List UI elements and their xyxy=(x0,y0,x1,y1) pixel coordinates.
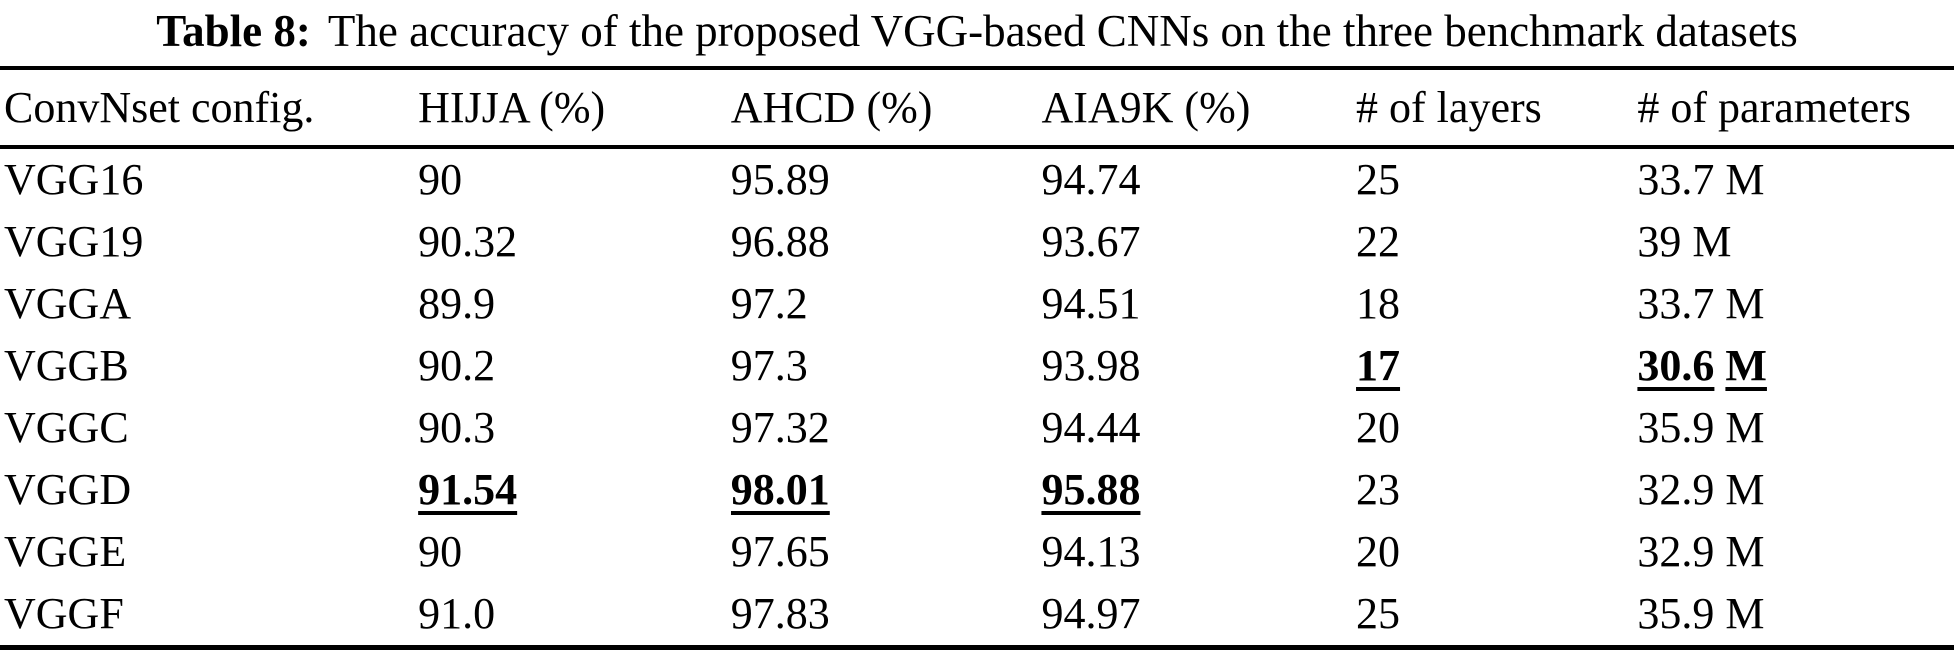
column-header-aia9k: AIA9K (%) xyxy=(1041,68,1357,149)
cell-hijja: 90 xyxy=(418,155,463,204)
table-caption-label: Table 8: xyxy=(156,6,311,56)
cell-layers: 25 xyxy=(1356,589,1401,638)
cell-layers: 25 xyxy=(1356,155,1401,204)
cell-config: VGGB xyxy=(4,341,129,390)
cell-params: 32.9 M xyxy=(1637,465,1765,514)
header-row: ConvNset config. HIJJA (%) AHCD (%) AIA9… xyxy=(0,68,1954,149)
cell-params: 35.9 M xyxy=(1637,589,1765,638)
cell-ahcd: 97.2 xyxy=(730,279,808,328)
table-row-vggf: VGGF 91.0 97.83 94.97 25 35.9 M xyxy=(0,583,1954,648)
column-header-hijja: HIJJA (%) xyxy=(418,68,731,149)
cell-params: 39 M xyxy=(1637,217,1732,266)
cell-config: VGGD xyxy=(4,465,132,514)
cell-ahcd: 97.32 xyxy=(730,403,830,452)
table-row-vgga: VGGA 89.9 97.2 94.51 18 33.7 M xyxy=(0,273,1954,335)
cell-params: 32.9 M xyxy=(1637,527,1765,576)
best-value: 17 xyxy=(1356,341,1401,390)
column-header-config: ConvNset config. xyxy=(0,68,419,149)
results-table: ConvNset config. HIJJA (%) AHCD (%) AIA9… xyxy=(0,66,1954,650)
cell-aia9k: 94.44 xyxy=(1041,403,1141,452)
cell-aia9k: 93.98 xyxy=(1041,341,1141,390)
best-value: 30.6 xyxy=(1637,341,1715,390)
cell-config: VGGC xyxy=(4,403,129,452)
cell-params: 33.7 M xyxy=(1637,155,1765,204)
cell-layers: 22 xyxy=(1356,217,1401,266)
cell-hijja: 91.54 xyxy=(418,459,731,521)
cell-aia9k: 93.67 xyxy=(1041,217,1141,266)
table-row-vggb: VGGB 90.2 97.3 93.98 17 30.6 M xyxy=(0,335,1954,397)
table-caption: Table 8: The accuracy of the proposed VGG… xyxy=(0,0,1954,66)
table-row-vgge: VGGE 90 97.65 94.13 20 32.9 M xyxy=(0,521,1954,583)
cell-aia9k: 94.97 xyxy=(1041,589,1141,638)
table-row-vgg19: VGG19 90.32 96.88 93.67 22 39 M xyxy=(0,211,1954,273)
column-header-params: # of parameters xyxy=(1637,68,1954,149)
cell-hijja: 90 xyxy=(418,527,463,576)
cell-config: VGGE xyxy=(4,527,127,576)
table-caption-text: The accuracy of the proposed VGG-based C… xyxy=(327,6,1798,56)
cell-layers: 20 xyxy=(1356,403,1401,452)
best-value: M xyxy=(1725,341,1767,390)
cell-aia9k: 95.88 xyxy=(1041,459,1356,521)
cell-hijja: 90.2 xyxy=(418,341,496,390)
cell-ahcd: 97.3 xyxy=(730,341,808,390)
cell-config: VGGA xyxy=(4,279,132,328)
cell-ahcd: 97.65 xyxy=(730,527,830,576)
cell-ahcd: 96.88 xyxy=(730,217,830,266)
cell-hijja: 90.32 xyxy=(418,217,518,266)
cell-aia9k: 94.13 xyxy=(1041,527,1141,576)
cell-aia9k: 94.74 xyxy=(1041,155,1141,204)
table-row-vggc: VGGC 90.3 97.32 94.44 20 35.9 M xyxy=(0,397,1954,459)
column-header-layers: # of layers xyxy=(1356,68,1638,149)
cell-ahcd: 97.83 xyxy=(730,589,830,638)
cell-layers: 17 xyxy=(1356,335,1637,397)
best-value: 95.88 xyxy=(1041,465,1141,514)
column-header-ahcd: AHCD (%) xyxy=(730,68,1042,149)
cell-config: VGG16 xyxy=(4,155,144,204)
best-value: 91.54 xyxy=(418,465,518,514)
cell-hijja: 91.0 xyxy=(418,589,496,638)
cell-config: VGGF xyxy=(4,589,124,638)
cell-hijja: 89.9 xyxy=(418,279,496,328)
cell-params: 35.9 M xyxy=(1637,403,1765,452)
cell-hijja: 90.3 xyxy=(418,403,496,452)
cell-aia9k: 94.51 xyxy=(1041,279,1141,328)
cell-ahcd: 95.89 xyxy=(730,155,830,204)
cell-layers: 18 xyxy=(1356,279,1401,328)
table-row-vggd: VGGD 91.54 98.01 95.88 23 32.9 M xyxy=(0,459,1954,521)
cell-ahcd: 98.01 xyxy=(731,459,1042,521)
best-value: 98.01 xyxy=(730,465,830,514)
cell-params: 33.7 M xyxy=(1637,279,1765,328)
cell-layers: 23 xyxy=(1356,465,1401,514)
cell-params: 30.6 M xyxy=(1637,335,1954,397)
cell-config: VGG19 xyxy=(4,217,144,266)
table-row-vgg16: VGG16 90 95.89 94.74 25 33.7 M xyxy=(0,147,1954,211)
cell-layers: 20 xyxy=(1356,527,1401,576)
